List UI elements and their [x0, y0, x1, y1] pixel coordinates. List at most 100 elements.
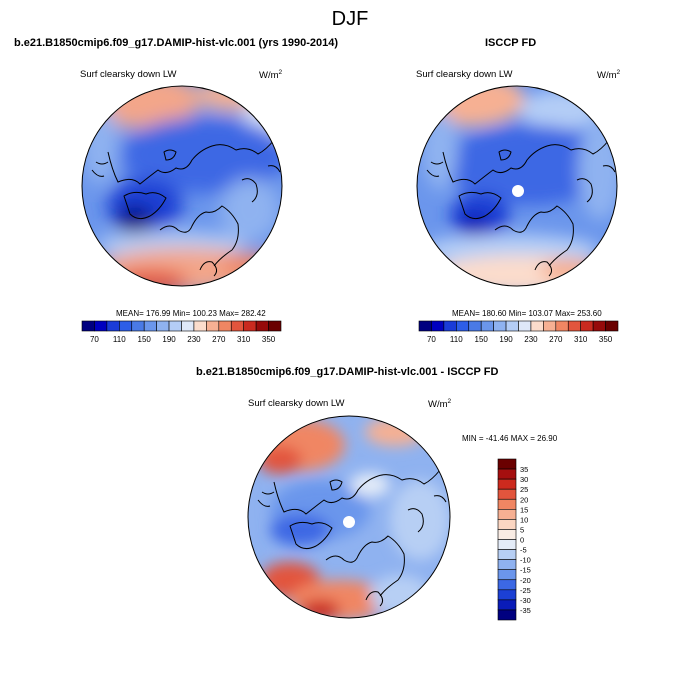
panel2-colorbar-swatch [418, 320, 432, 332]
panel1-map [81, 85, 283, 287]
panel1-colorbar-swatch [143, 320, 157, 332]
panel3-colorbar-tick-label: -20 [520, 576, 531, 585]
panel3-colorbar-swatch [497, 488, 517, 500]
panel1-colorbar-tick-label: 190 [162, 335, 176, 344]
panel3-minmax: MIN = -41.46 MAX = 26.90 [462, 434, 558, 443]
panel2-colorbar-swatch [530, 320, 544, 332]
panel2-colorbar-swatch [580, 320, 594, 332]
panel1-colorbar-tick-label: 310 [237, 335, 251, 344]
panel3-colorbar-tick-label: -25 [520, 586, 531, 595]
panel3-colorbar-swatch [497, 539, 517, 550]
panel3-colorbar-tick-label: -5 [520, 546, 527, 555]
panel1-colorbar-swatch [131, 320, 145, 332]
panel1-colorbar-tick-label: 350 [262, 335, 276, 344]
panel2-colorbar-swatch [431, 320, 445, 332]
panel3-colorbar-swatch [497, 498, 517, 510]
panel1-colorbar-tick-label: 70 [90, 335, 99, 344]
panel3-colorbar-swatch [497, 549, 517, 560]
panel2-colorbar-swatch [456, 320, 470, 332]
panel1-colorbar-swatch [243, 320, 257, 332]
panel3-colorbar-tick-label: 10 [520, 515, 528, 524]
panel3-colorbar-swatch [497, 529, 517, 540]
panel3-colorbar-swatch [497, 458, 517, 470]
panel1-colorbar-swatch [106, 320, 120, 332]
panel1-stats: MEAN= 176.99 Min= 100.23 Max= 282.42 [116, 309, 266, 318]
figure-title: DJF [331, 8, 369, 30]
panel1-colorbar-swatch [206, 320, 220, 332]
panel3-colorbar-swatch [497, 509, 517, 520]
panel2-colorbar-tick-label: 310 [574, 335, 588, 344]
panel1-colorbar-tick-label: 230 [187, 335, 201, 344]
panel1-colorbar-swatch [156, 320, 170, 332]
panel1-units: W/m2 [259, 69, 283, 82]
panel3-colorbar-tick-label: -35 [520, 606, 531, 615]
panel3-colorbar-swatch [497, 468, 517, 480]
panel1-variable-label: Surf clearsky down LW [80, 69, 177, 80]
panel1-colorbar-swatch [181, 320, 195, 332]
panel2-colorbar-tick-label: 190 [499, 335, 513, 344]
panel2-heading: ISCCP FD [485, 37, 537, 49]
panel2-colorbar-swatch [518, 320, 532, 332]
panel3-heading: b.e21.B1850cmip6.f09_g17.DAMIP-hist-vlc.… [196, 366, 499, 378]
panel1-colorbar: 70 110 150 190 230 270 310 350 [81, 320, 282, 344]
panel3-colorbar-tick-label: 15 [520, 505, 528, 514]
panel1-colorbar-swatch [255, 320, 269, 332]
panel3-colorbar-swatch [497, 478, 517, 490]
panel2-units: W/m2 [597, 69, 621, 82]
panel3-colorbar-swatch [497, 519, 517, 530]
panel1-colorbar-swatch [268, 320, 282, 332]
panel1-colorbar-swatch [119, 320, 133, 332]
panel2-colorbar-swatch [480, 320, 494, 332]
panel3-colorbar-swatch [497, 569, 517, 581]
panel2-missing-data-hole [512, 185, 524, 197]
panel1-colorbar-tick-label: 270 [212, 335, 226, 344]
panel3-map [247, 415, 451, 619]
panel3-colorbar-tick-label: 5 [520, 525, 524, 534]
panel1-colorbar-swatch [94, 320, 108, 332]
panel3-colorbar-tick-label: -30 [520, 596, 531, 605]
panel2-colorbar-tick-label: 270 [549, 335, 563, 344]
panel1-colorbar-swatch [81, 320, 95, 332]
panel3-colorbar-tick-label: 35 [520, 465, 528, 474]
panel1-heading: b.e21.B1850cmip6.f09_g17.DAMIP-hist-vlc.… [14, 37, 339, 49]
panel2-colorbar-swatch [605, 320, 619, 332]
panel3-colorbar-tick-label: 20 [520, 495, 528, 504]
panel2-colorbar-swatch [592, 320, 606, 332]
panel3-colorbar-tick-label: 25 [520, 485, 528, 494]
panel3-variable-label: Surf clearsky down LW [248, 398, 345, 409]
panel1-colorbar-tick-label: 110 [113, 335, 126, 344]
panel3-colorbar-tick-label: -10 [520, 556, 531, 565]
panel1-colorbar-swatch [193, 320, 207, 332]
panel3-colorbar-swatch [497, 589, 517, 601]
panel2-colorbar-tick-label: 350 [599, 335, 613, 344]
panel2-map [416, 85, 618, 287]
panel2-colorbar-tick-label: 70 [427, 335, 436, 344]
panel1-colorbar-swatch [168, 320, 182, 332]
panel3-missing-data-hole [343, 516, 355, 528]
panel3-colorbar-swatch [497, 559, 517, 570]
panel1-colorbar-tick-label: 150 [138, 335, 152, 344]
panel2-colorbar-swatch [493, 320, 507, 332]
panel3-colorbar-tick-label: -15 [520, 566, 531, 575]
panel3-colorbar-swatch [497, 609, 517, 621]
panel3-colorbar-tick-label: 30 [520, 475, 528, 484]
panel1-colorbar-swatch [218, 320, 232, 332]
panel2-variable-label: Surf clearsky down LW [416, 69, 513, 80]
panel2-stats: MEAN= 180.60 Min= 103.07 Max= 253.60 [452, 309, 602, 318]
panel2-colorbar-swatch [543, 320, 557, 332]
panel2-colorbar-swatch [468, 320, 482, 332]
panel3-units: W/m2 [428, 398, 452, 411]
panel2-colorbar-swatch [567, 320, 581, 332]
panel2-colorbar: 70 110 150 190 230 270 310 350 [418, 320, 619, 344]
panel3-colorbar-swatch [497, 579, 517, 591]
panel2-colorbar-swatch [555, 320, 569, 332]
panel3-colorbar-tick-label: 0 [520, 536, 524, 545]
panel2-colorbar-tick-label: 110 [450, 335, 463, 344]
panel2-colorbar-tick-label: 150 [475, 335, 489, 344]
panel2-colorbar-swatch [505, 320, 519, 332]
panel3-colorbar-swatch [497, 599, 517, 611]
panel1-colorbar-swatch [230, 320, 244, 332]
panel2-colorbar-swatch [443, 320, 457, 332]
